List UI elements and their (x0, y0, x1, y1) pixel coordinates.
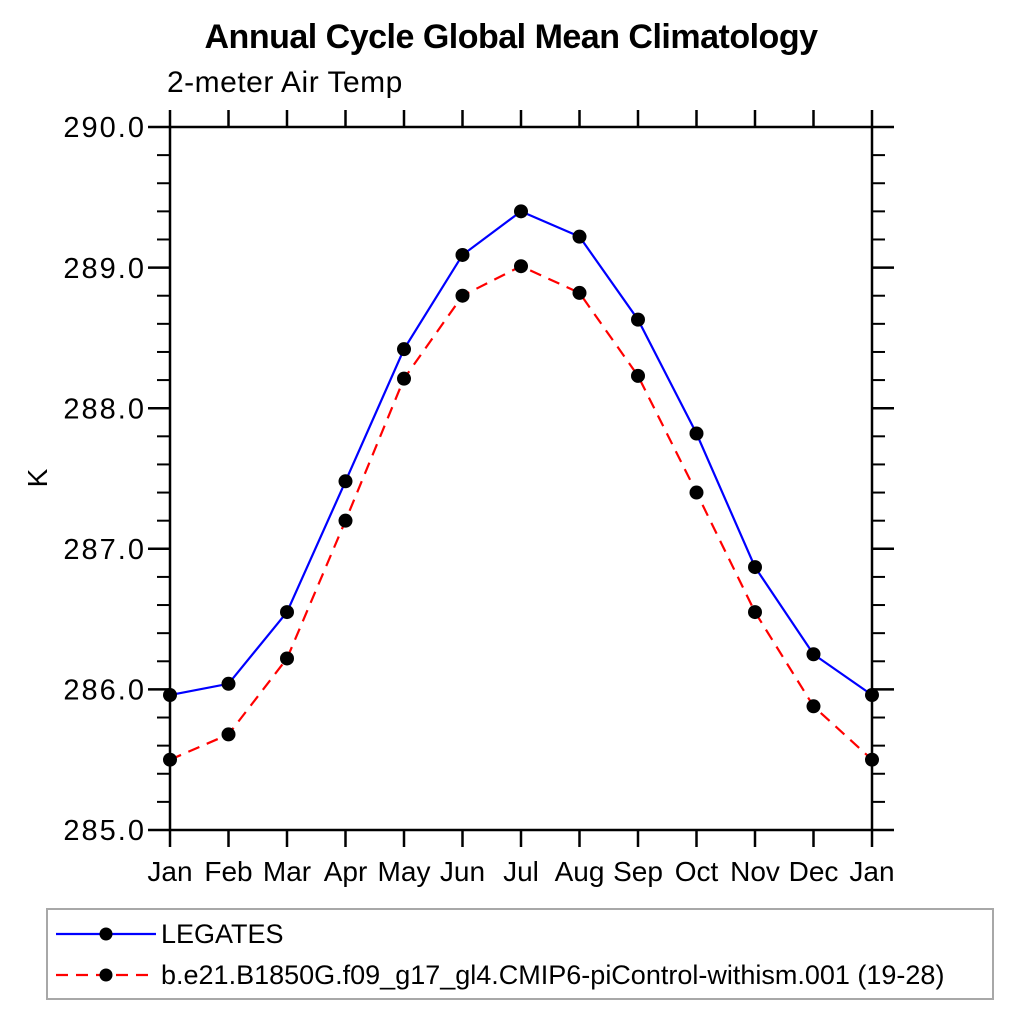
series-1-marker (631, 368, 645, 383)
series-line-0 (169, 210, 873, 697)
y-tick-label: 290.0 (63, 112, 146, 144)
x-tick-label: Apr (324, 856, 368, 887)
chart-title: Annual Cycle Global Mean Climatology (204, 18, 819, 56)
series-0-marker (514, 204, 528, 219)
legend-label-legates: LEGATES (161, 918, 284, 949)
series-0-marker (689, 426, 704, 441)
x-tick-label: Nov (730, 856, 780, 887)
plot-frame (168, 125, 874, 832)
y-tick-label: 287.0 (63, 534, 146, 566)
x-tick-label: Jul (503, 856, 539, 887)
series-1-marker (280, 651, 294, 666)
x-tick-label: Jan (849, 856, 894, 887)
series-0-marker (280, 605, 294, 620)
series-0-marker (806, 647, 821, 662)
series-1-marker (514, 259, 528, 274)
series-1-marker (748, 605, 762, 620)
series-1-marker (865, 752, 879, 767)
x-tick-label: Dec (789, 856, 839, 887)
x-tick-label: Sep (613, 856, 663, 887)
x-tick-label: Mar (263, 856, 311, 887)
x-tick-label: Jun (440, 856, 485, 887)
series-1-marker (572, 285, 587, 300)
legend-label-model: b.e21.B1850G.f09_g17_gl4.CMIP6-piControl… (161, 959, 945, 990)
legend-marker-0 (99, 927, 113, 941)
legend-swatch-solid-line-icon (56, 927, 156, 941)
legend-marker-1 (99, 968, 113, 982)
series-1-marker (397, 371, 411, 386)
legend-item-legates: LEGATES (52, 918, 284, 949)
series-1-marker (455, 288, 470, 303)
legend-item-model: b.e21.B1850G.f09_g17_gl4.CMIP6-piControl… (52, 959, 945, 990)
x-tick-label: Feb (204, 856, 252, 887)
x-tick-label: May (378, 856, 431, 887)
y-tick-label: 286.0 (63, 675, 146, 707)
y-tick-label: 289.0 (63, 253, 146, 285)
series-1-marker (806, 699, 821, 714)
series-0-marker (221, 676, 236, 691)
series-1-marker (338, 513, 353, 528)
series-0-marker (631, 312, 645, 327)
series-0-marker (455, 247, 470, 262)
y-tick-label: 288.0 (63, 393, 146, 425)
legend-swatch-dashed-line-icon (56, 968, 156, 982)
series-0-marker (338, 474, 353, 489)
series-0-marker (572, 229, 587, 244)
series-line-1 (169, 264, 873, 761)
series-1-marker (221, 727, 236, 742)
series-0-marker (397, 342, 411, 357)
series-1-marker (689, 485, 704, 500)
series-0-marker (865, 688, 879, 703)
series-1-marker (163, 752, 177, 767)
chart-subtitle: 2-meter Air Temp (167, 66, 403, 99)
y-tick-label: 285.0 (63, 815, 146, 847)
x-tick-label: Jan (147, 856, 192, 887)
x-tick-label: Oct (675, 856, 719, 887)
series-0-marker (163, 688, 177, 703)
series-0-marker (748, 560, 762, 575)
x-tick-label: Aug (555, 856, 605, 887)
legend-box: LEGATES b.e21.B1850G.f09_g17_gl4.CMIP6-p… (46, 908, 994, 1000)
